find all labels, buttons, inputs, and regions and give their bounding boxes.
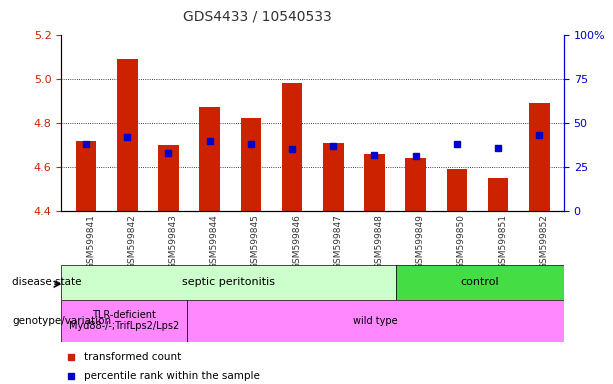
Text: GSM599850: GSM599850 — [457, 214, 466, 269]
Bar — [76, 141, 96, 211]
Text: control: control — [461, 277, 500, 287]
Text: transformed count: transformed count — [84, 352, 181, 362]
Bar — [158, 145, 179, 211]
Text: GSM599844: GSM599844 — [210, 214, 219, 269]
Text: GSM599848: GSM599848 — [375, 214, 384, 269]
Text: GSM599842: GSM599842 — [128, 214, 136, 269]
Bar — [117, 59, 137, 211]
Text: septic peritonitis: septic peritonitis — [182, 277, 275, 287]
FancyBboxPatch shape — [61, 300, 187, 342]
Bar — [282, 83, 302, 211]
Text: GSM599845: GSM599845 — [251, 214, 260, 269]
FancyBboxPatch shape — [187, 300, 564, 342]
Bar — [446, 169, 467, 211]
Bar — [488, 178, 508, 211]
Text: disease state: disease state — [12, 277, 82, 287]
Bar — [529, 103, 549, 211]
Text: genotype/variation: genotype/variation — [12, 316, 112, 326]
FancyBboxPatch shape — [61, 265, 397, 300]
Bar — [240, 119, 261, 211]
Text: GSM599851: GSM599851 — [498, 214, 507, 269]
Text: GSM599849: GSM599849 — [416, 214, 425, 269]
Text: GSM599852: GSM599852 — [539, 214, 548, 269]
Text: GSM599847: GSM599847 — [333, 214, 342, 269]
Bar — [364, 154, 385, 211]
Text: GSM599843: GSM599843 — [169, 214, 177, 269]
Bar — [199, 108, 220, 211]
Text: GDS4433 / 10540533: GDS4433 / 10540533 — [183, 10, 332, 23]
FancyBboxPatch shape — [397, 265, 564, 300]
Text: GSM599841: GSM599841 — [86, 214, 95, 269]
Text: percentile rank within the sample: percentile rank within the sample — [84, 371, 260, 381]
Text: GSM599846: GSM599846 — [292, 214, 301, 269]
Bar — [405, 158, 426, 211]
Bar — [323, 143, 343, 211]
Text: wild type: wild type — [353, 316, 398, 326]
Text: TLR-deficient
Myd88-/-;TrifLps2/Lps2: TLR-deficient Myd88-/-;TrifLps2/Lps2 — [69, 310, 179, 331]
